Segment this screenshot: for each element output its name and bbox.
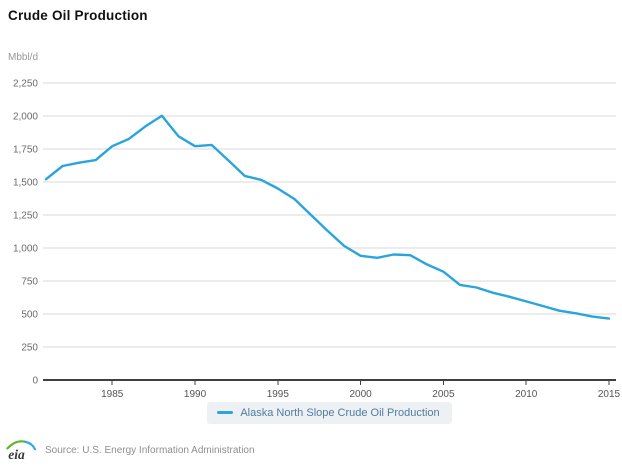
y-tick-label: 1,250 [13, 210, 38, 221]
y-axis-unit-label: Mbbl/d [8, 52, 39, 63]
footer: eia Source: U.S. Energy Information Admi… [5, 437, 255, 463]
x-tick-label: 1995 [267, 389, 290, 400]
y-tick-label: 500 [21, 309, 38, 320]
x-tick-label: 2005 [432, 389, 455, 400]
data-series-line [44, 114, 611, 320]
y-tick-label: 1,750 [13, 144, 38, 155]
eia-logo-text: eia [8, 446, 25, 461]
x-tick-label: 2010 [515, 389, 538, 400]
legend-item-alaska-north-slope[interactable]: Alaska North Slope Crude Oil Production [207, 401, 452, 424]
legend-label: Alaska North Slope Crude Oil Production [240, 406, 440, 419]
y-tick-label: 250 [21, 342, 38, 353]
production-line-chart: 0 250 500 750 1,000 1,250 1,500 1,750 2,000 2,250… [13, 78, 621, 400]
y-tick-label: 750 [21, 276, 38, 287]
x-tick-label: 1990 [184, 389, 207, 400]
x-tick-label: 1985 [101, 389, 124, 400]
x-tick-label: 2015 [598, 389, 621, 400]
legend-line-swatch [217, 411, 234, 414]
y-tick-label: 2,250 [13, 78, 38, 89]
y-tick-label: 1,000 [13, 243, 38, 254]
chart-legend: Alaska North Slope Crude Oil Production [43, 401, 616, 424]
x-tick-label: 2000 [349, 389, 372, 400]
y-tick-label: 1,500 [13, 177, 38, 188]
y-tick-label: 2,000 [13, 111, 38, 122]
y-tick-label: 0 [32, 376, 38, 387]
eia-logo: eia [6, 439, 37, 461]
page-title: Crude Oil Production [8, 8, 148, 23]
source-attribution: Source: U.S. Energy Information Administ… [45, 444, 255, 456]
